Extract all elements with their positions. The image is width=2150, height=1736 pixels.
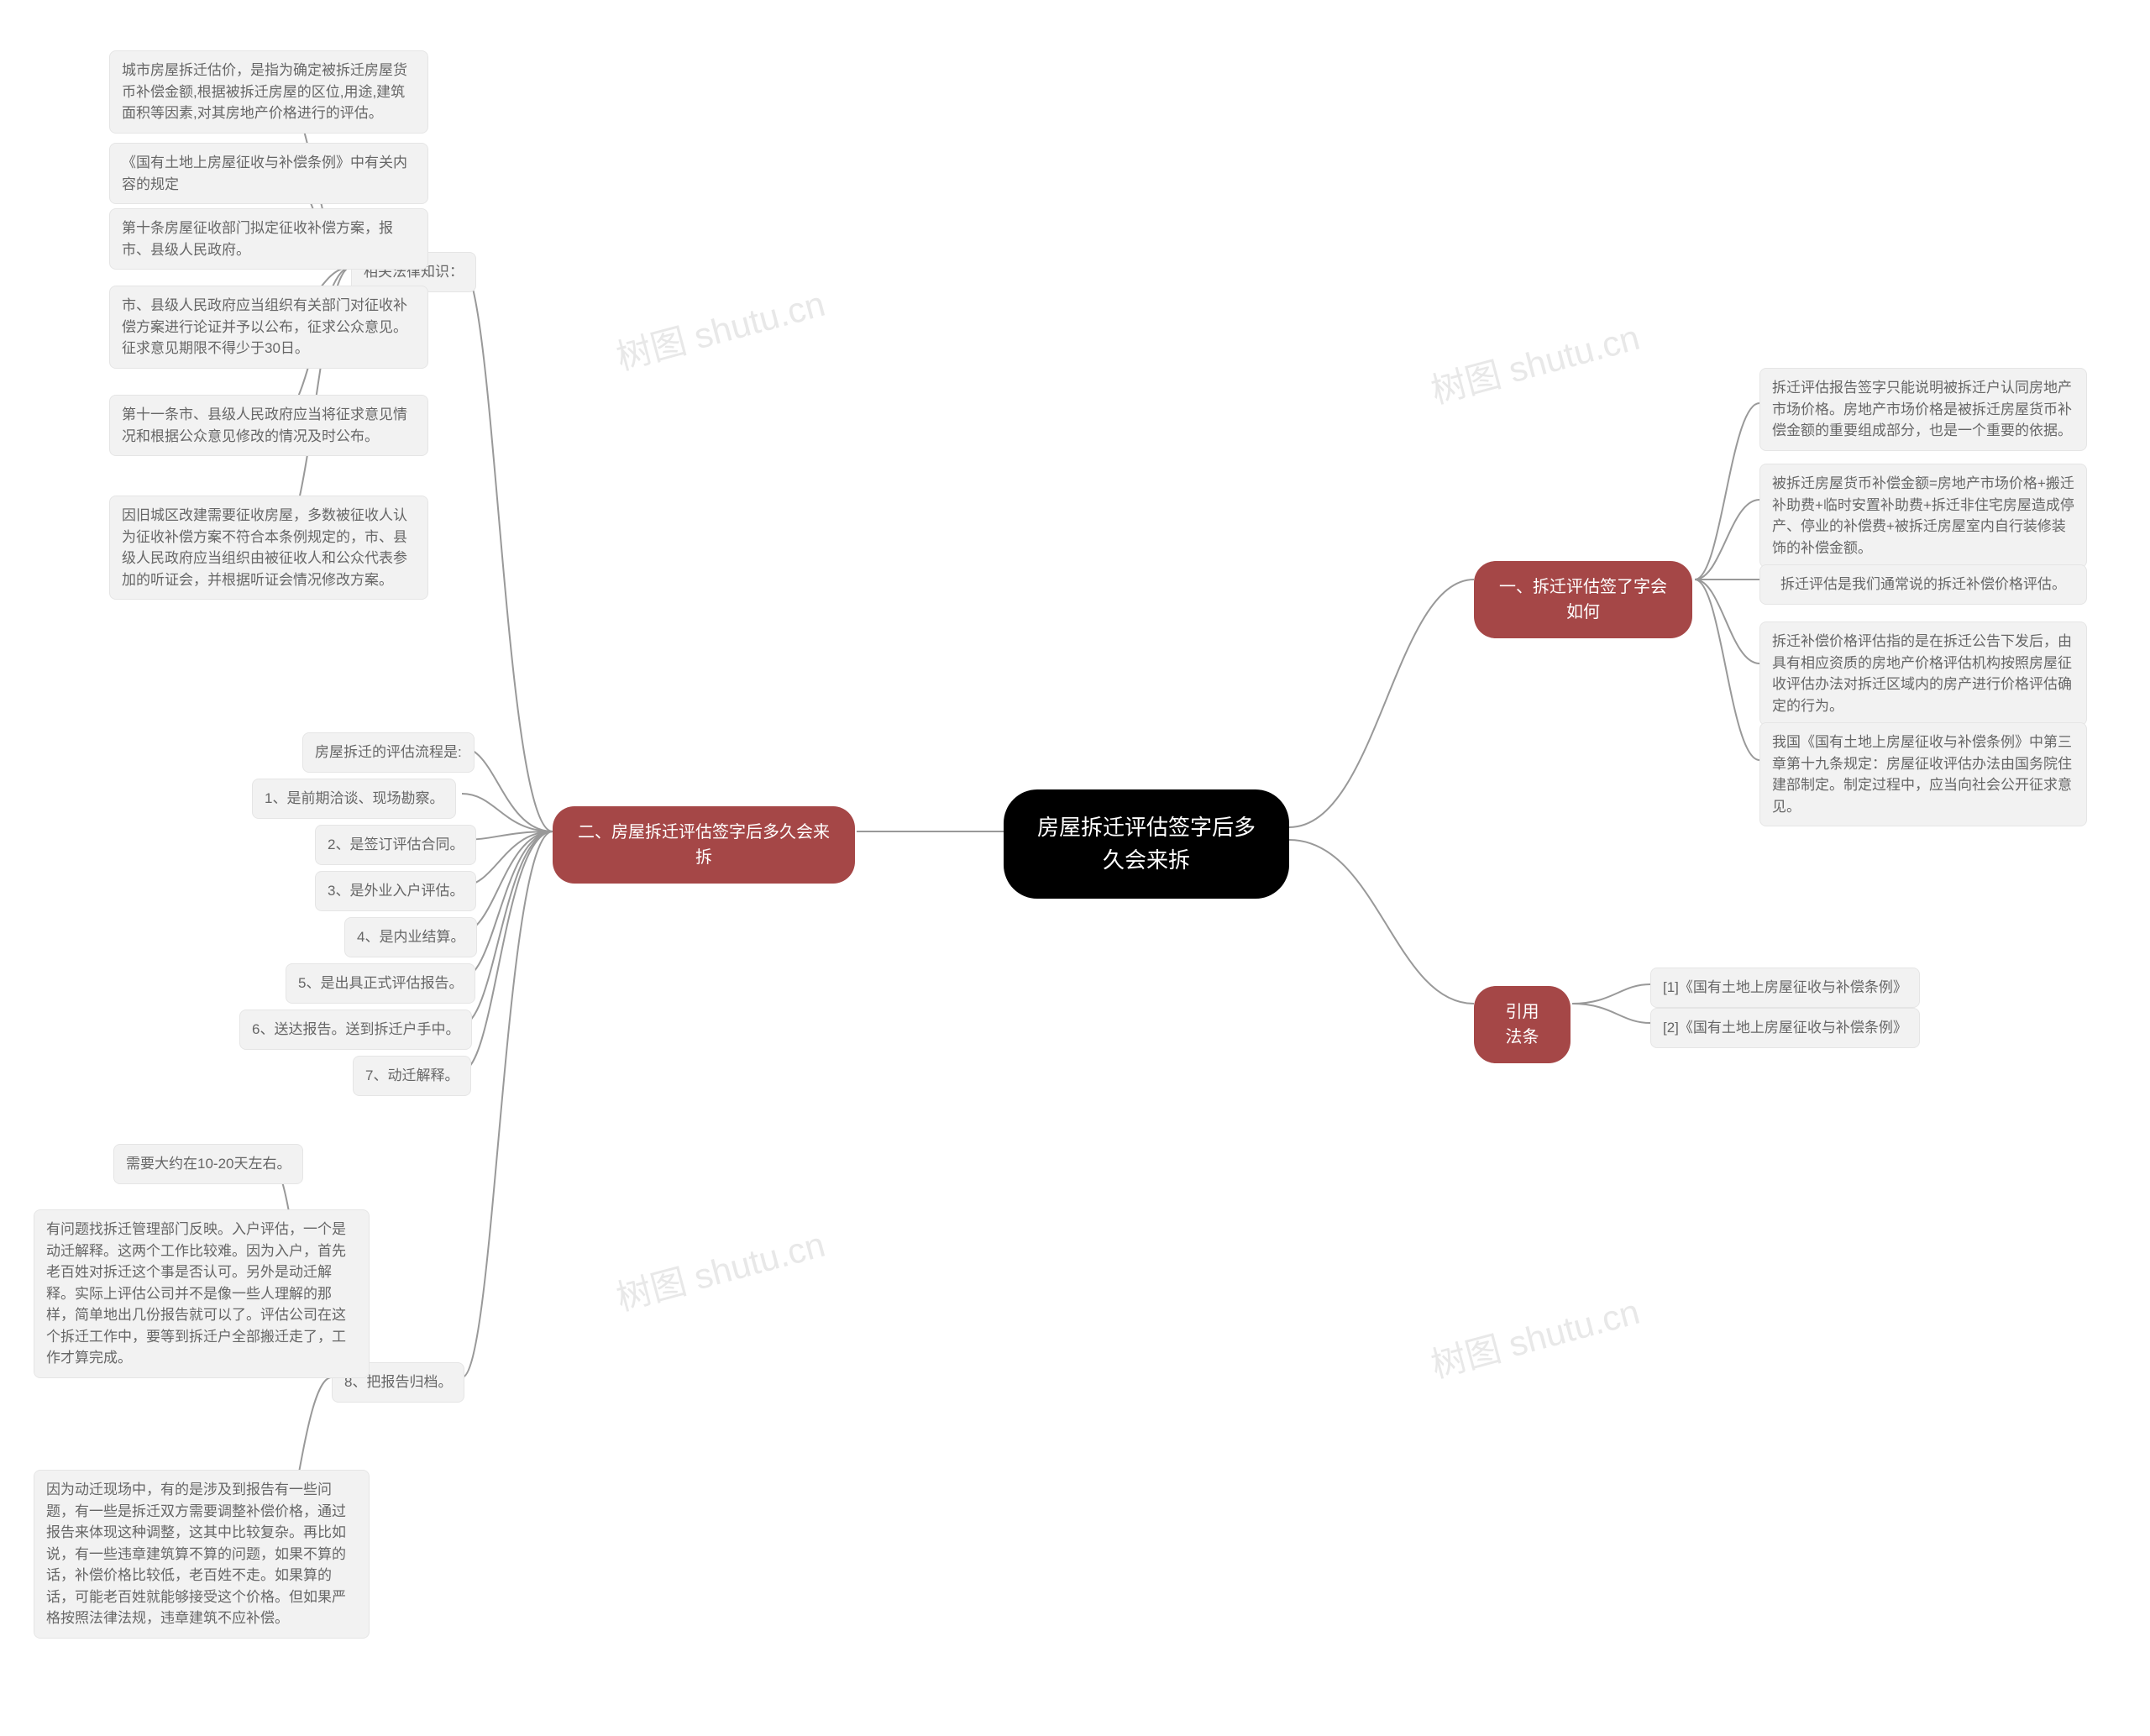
leaf-l-8-1: 有问题找拆迁管理部门反映。入户评估，一个是动迁解释。这两个工作比较难。因为入户，…	[34, 1209, 370, 1378]
leaf-r1-2: 拆迁评估是我们通常说的拆迁补偿价格评估。	[1759, 564, 2087, 605]
leaf-l-legal-0: 城市房屋拆迁估价，是指为确定被拆迁房屋货币补偿金额,根据被拆迁房屋的区位,用途,…	[109, 50, 428, 134]
leaf-l-legal-1: 《国有土地上房屋征收与补偿条例》中有关内容的规定	[109, 143, 428, 204]
leaf-l-step-3: 3、是外业入户评估。	[315, 871, 476, 911]
leaf-r1-4: 我国《国有土地上房屋征收与补偿条例》中第三章第十九条规定：房屋征收评估办法由国务…	[1759, 722, 2087, 826]
leaf-l-step-4: 4、是内业结算。	[344, 917, 477, 957]
leaf-r1-3: 拆迁补偿价格评估指的是在拆迁公告下发后，由具有相应资质的房地产价格评估机构按照房…	[1759, 621, 2087, 726]
leaf-r1-1: 被拆迁房屋货币补偿金额=房地产市场价格+搬迁补助费+临时安置补助费+拆迁非住宅房…	[1759, 464, 2087, 568]
leaf-l-step-6: 6、送达报告。送到拆迁户手中。	[239, 1010, 472, 1050]
watermark: 树图 shutu.cn	[1424, 1283, 1644, 1388]
watermark: 树图 shutu.cn	[1424, 309, 1644, 414]
leaf-l-8-2: 因为动迁现场中，有的是涉及到报告有一些问题，有一些是拆迁双方需要调整补偿价格，通…	[34, 1470, 370, 1639]
leaf-l-8-0: 需要大约在10-20天左右。	[113, 1144, 303, 1184]
leaf-r2-1: [2]《国有土地上房屋征收与补偿条例》	[1650, 1008, 1920, 1048]
leaf-l-legal-4: 第十一条市、县级人民政府应当将征求意见情况和根据公众意见修改的情况及时公布。	[109, 395, 428, 456]
leaf-l-legal-3: 市、县级人民政府应当组织有关部门对征收补偿方案进行论证并予以公布，征求公众意见。…	[109, 286, 428, 369]
branch-left[interactable]: 二、房屋拆迁评估签字后多久会来拆	[553, 806, 855, 884]
center-node[interactable]: 房屋拆迁评估签字后多久会来拆	[1004, 789, 1289, 899]
leaf-l-legal-5: 因旧城区改建需要征收房屋，多数被征收人认为征收补偿方案不符合本条例规定的，市、县…	[109, 496, 428, 600]
watermark: 树图 shutu.cn	[610, 1216, 830, 1321]
leaf-r2-0: [1]《国有土地上房屋征收与补偿条例》	[1650, 968, 1920, 1008]
leaf-l-step-7: 7、动迁解释。	[353, 1056, 471, 1096]
watermark: 树图 shutu.cn	[610, 275, 830, 380]
branch-right-2[interactable]: 引用法条	[1474, 986, 1571, 1063]
branch-right-1[interactable]: 一、拆迁评估签了字会如何	[1474, 561, 1692, 638]
leaf-l-step-5: 5、是出具正式评估报告。	[286, 963, 475, 1004]
leaf-l-step-title: 房屋拆迁的评估流程是:	[302, 732, 475, 773]
leaf-r1-0: 拆迁评估报告签字只能说明被拆迁户认同房地产市场价格。房地产市场价格是被拆迁房屋货…	[1759, 368, 2087, 451]
leaf-l-step-1: 1、是前期洽谈、现场勘察。	[252, 779, 456, 819]
leaf-l-legal-2: 第十条房屋征收部门拟定征收补偿方案，报市、县级人民政府。	[109, 208, 428, 270]
leaf-l-step-2: 2、是签订评估合同。	[315, 825, 476, 865]
